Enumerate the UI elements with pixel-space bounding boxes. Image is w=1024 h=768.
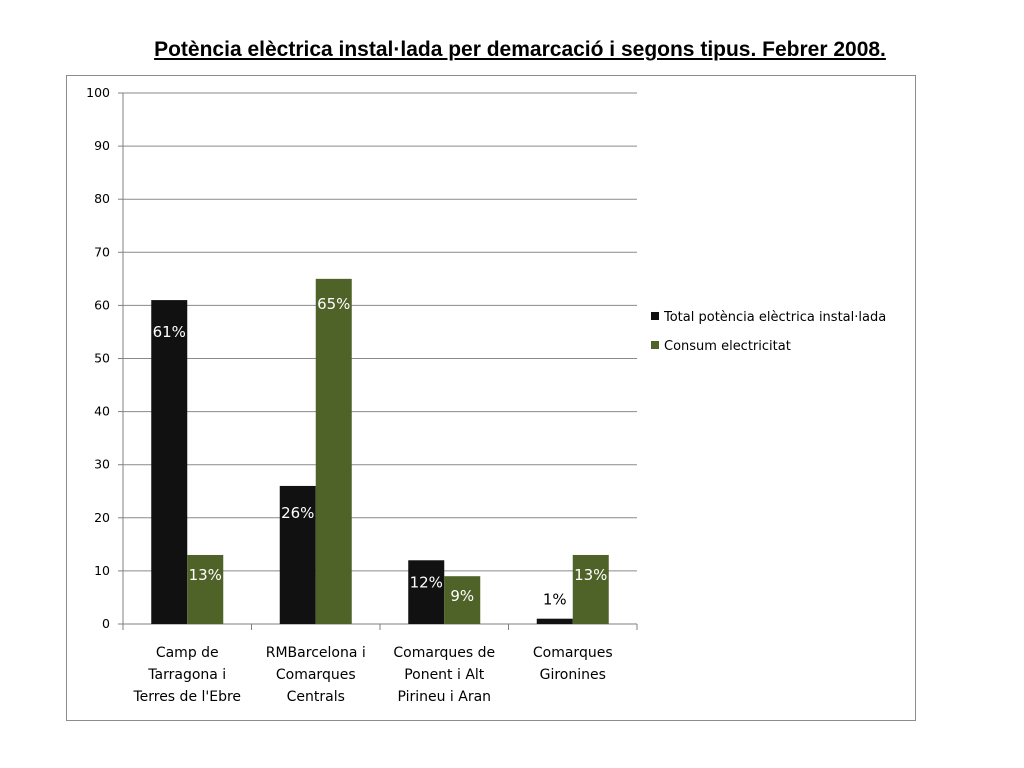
bar-consum-1 [315, 278, 352, 624]
data-label: 26% [281, 504, 314, 522]
x-category-label: Gironines [540, 667, 606, 683]
legend-swatch-0 [651, 312, 659, 320]
bar-consum-0 [187, 554, 224, 624]
data-label: 65% [317, 295, 350, 313]
legend-swatch-1 [651, 341, 659, 349]
x-category-label: Pirineu i Aran [397, 689, 491, 705]
y-tick-label: 80 [94, 191, 110, 206]
data-label: 1% [543, 591, 567, 609]
y-tick-label: 70 [94, 244, 110, 259]
x-category-label: Tarragona i [147, 667, 226, 683]
x-category-label: Comarques [276, 667, 356, 683]
chart-title: Potència elèctrica instal·lada per demar… [154, 38, 886, 61]
y-tick-label: 100 [86, 85, 110, 100]
x-category-label: Centrals [287, 689, 345, 705]
bar-total-3 [536, 618, 573, 624]
bar-total-2 [408, 560, 445, 624]
x-category-label: Terres de l'Ebre [132, 689, 241, 705]
legend-label-1: Consum electricitat [664, 339, 791, 354]
bar-total-1 [279, 485, 316, 624]
bar-consum-3 [572, 554, 609, 624]
x-category-label: RMBarcelona i [266, 645, 366, 661]
y-tick-label: 60 [94, 297, 110, 312]
data-label: 61% [153, 323, 186, 341]
y-tick-label: 30 [94, 457, 110, 472]
x-category-label: Camp de [156, 645, 219, 661]
bar-consum-2 [444, 576, 481, 624]
y-tick-label: 90 [94, 138, 110, 153]
y-tick-label: 0 [102, 616, 110, 631]
data-label: 12% [410, 573, 443, 591]
chart-frame: 0 10 20 30 40 50 60 70 80 90 100 61% 13% Camp de Tarra… [66, 75, 916, 721]
x-category-label: Ponent i Alt [404, 667, 485, 683]
y-tick-label: 40 [94, 404, 110, 419]
y-tick-label: 10 [94, 563, 110, 578]
x-category-label: Comarques de [393, 645, 495, 661]
data-label: 9% [450, 587, 474, 605]
y-tick-label: 50 [94, 351, 110, 366]
x-category-label: Comarques [533, 645, 613, 661]
bar-total-0 [151, 300, 188, 624]
bar-chart: 0 10 20 30 40 50 60 70 80 90 100 61% 13% Camp de Tarra… [86, 85, 886, 705]
data-label: 13% [189, 566, 222, 584]
y-tick-label: 20 [94, 510, 110, 525]
legend-label-0: Total potència elèctrica instal·lada [663, 310, 886, 325]
data-label: 13% [574, 566, 607, 584]
